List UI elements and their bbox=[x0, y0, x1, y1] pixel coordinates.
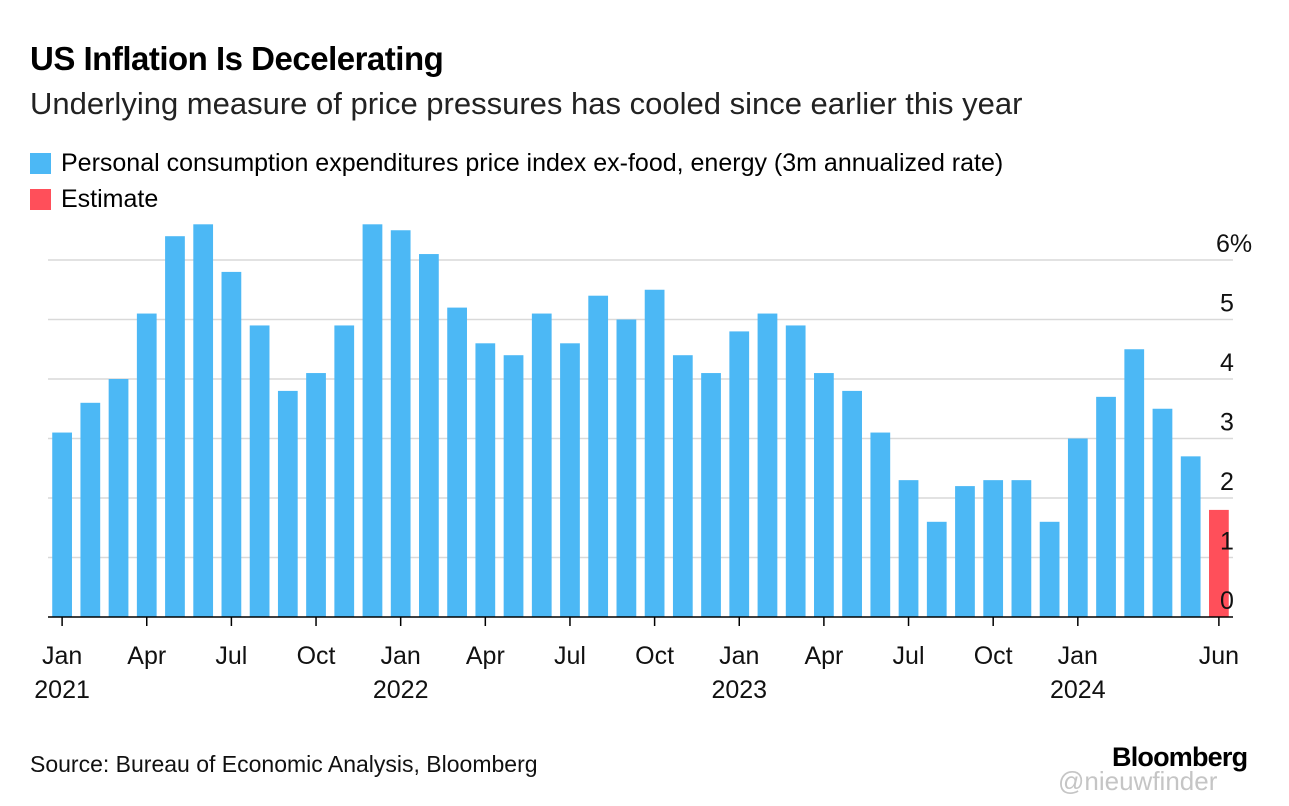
y-tick-label: 4 bbox=[1220, 349, 1234, 377]
bar bbox=[785, 325, 806, 617]
x-tick-label: Jul bbox=[893, 642, 925, 670]
x-axis bbox=[48, 616, 1233, 626]
bar bbox=[52, 432, 72, 617]
bar bbox=[1067, 438, 1088, 617]
bar bbox=[814, 373, 834, 617]
bar bbox=[419, 254, 439, 618]
legend-item-pce: Personal consumption expenditures price … bbox=[30, 149, 1003, 178]
legend-label-pce: Personal consumption expenditures price … bbox=[61, 149, 1004, 177]
x-tick-label: Apr bbox=[804, 642, 843, 670]
chart-title: US Inflation Is Decelerating bbox=[30, 40, 444, 77]
x-axis-labels: Jan 2021 Apr Jul Oct Jan 2022 Apr Jul Oct Jan 2023 A… bbox=[34, 642, 1239, 704]
bar bbox=[249, 325, 270, 617]
bar bbox=[672, 355, 693, 617]
estimate-bar bbox=[1209, 509, 1229, 617]
legend-swatch-pce bbox=[30, 153, 51, 174]
x-tick-label: Oct bbox=[974, 642, 1013, 670]
bar bbox=[1180, 456, 1201, 617]
bar bbox=[560, 343, 580, 617]
x-tick-label: Oct bbox=[297, 642, 336, 670]
y-tick-label: 6% bbox=[1216, 230, 1252, 258]
y-tick-label: 5 bbox=[1220, 290, 1234, 318]
x-year-label: 2024 bbox=[1050, 676, 1106, 704]
bloomberg-logo: Bloomberg bbox=[1112, 742, 1248, 772]
bar bbox=[588, 295, 609, 617]
x-tick-label: Jan bbox=[1058, 642, 1098, 670]
y-tick-label: 3 bbox=[1220, 409, 1234, 437]
x-tick-label: Jul bbox=[554, 642, 586, 670]
bar bbox=[475, 343, 496, 617]
bar bbox=[447, 307, 467, 617]
bar bbox=[644, 289, 665, 617]
bar bbox=[1039, 521, 1060, 617]
bar bbox=[729, 331, 750, 617]
bar bbox=[898, 480, 919, 617]
bar bbox=[616, 319, 637, 617]
bar bbox=[1096, 396, 1116, 617]
x-tick-label: Apr bbox=[127, 642, 166, 670]
bars bbox=[52, 224, 1229, 618]
bar bbox=[757, 313, 778, 617]
bar bbox=[1152, 408, 1173, 617]
bar bbox=[108, 379, 129, 617]
x-tick-label: Jan bbox=[42, 642, 82, 670]
x-tick-label: Jun bbox=[1199, 642, 1239, 670]
bar bbox=[334, 325, 355, 617]
bar bbox=[165, 236, 185, 617]
bar bbox=[955, 486, 975, 617]
watermark: @nieuwfinder bbox=[1058, 766, 1218, 796]
bar bbox=[842, 390, 862, 617]
bar bbox=[221, 271, 242, 617]
bar bbox=[701, 373, 721, 617]
bar bbox=[503, 355, 524, 617]
bar bbox=[80, 402, 101, 617]
bar bbox=[362, 224, 383, 618]
x-year-label: 2022 bbox=[373, 676, 429, 704]
legend-swatch-estimate bbox=[30, 189, 51, 210]
bar bbox=[926, 521, 947, 617]
legend-item-estimate: Estimate bbox=[30, 185, 158, 214]
x-tick-label: Jan bbox=[719, 642, 759, 670]
bar bbox=[136, 313, 157, 617]
bar bbox=[277, 390, 298, 617]
y-tick-label: 0 bbox=[1220, 587, 1234, 615]
bar bbox=[1124, 349, 1145, 617]
bar bbox=[983, 480, 1004, 617]
bar bbox=[306, 373, 326, 617]
legend-label-estimate: Estimate bbox=[61, 185, 159, 213]
x-tick-label: Oct bbox=[635, 642, 674, 670]
x-tick-label: Apr bbox=[466, 642, 505, 670]
x-year-label: 2023 bbox=[711, 676, 767, 704]
y-tick-label: 1 bbox=[1220, 528, 1234, 556]
source-note: Source: Bureau of Economic Analysis, Blo… bbox=[30, 751, 538, 777]
y-tick-label: 2 bbox=[1220, 468, 1234, 496]
x-tick-label: Jul bbox=[215, 642, 247, 670]
bar bbox=[193, 224, 214, 618]
bar bbox=[1011, 480, 1032, 617]
bar bbox=[390, 230, 411, 617]
y-axis-labels: 0 1 2 3 4 5 6% bbox=[1216, 230, 1252, 615]
gridlines bbox=[48, 259, 1233, 559]
x-year-label: 2021 bbox=[34, 676, 90, 704]
bar bbox=[531, 313, 552, 617]
chart-subtitle: Underlying measure of price pressures ha… bbox=[30, 86, 1023, 121]
bar bbox=[870, 432, 891, 617]
x-tick-label: Jan bbox=[381, 642, 421, 670]
